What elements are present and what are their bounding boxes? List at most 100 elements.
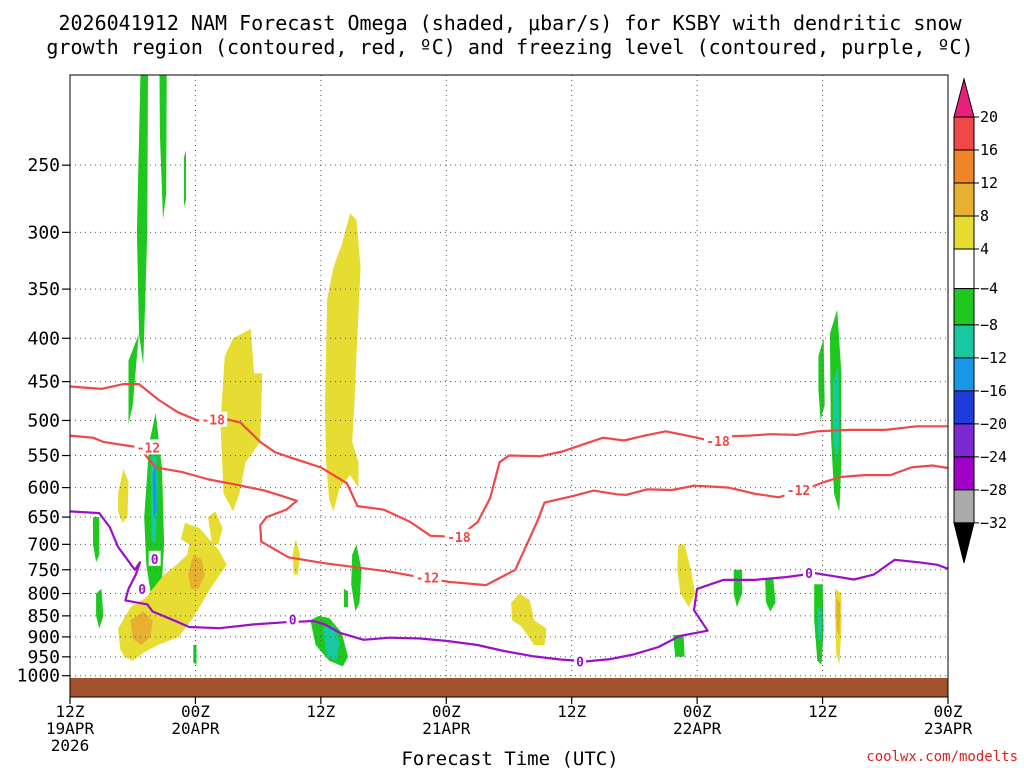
omega-patch [152,462,157,518]
colorbar-label: −8 [980,316,998,334]
y-axis-pressure: 2503003504004505005506006507007508008509… [17,155,70,687]
omega-patch [677,544,696,608]
x-tick-label: 12Z [557,702,586,721]
contour-label-bg [444,528,473,544]
omega-patch [325,213,361,512]
colorbar-label: −4 [980,280,998,298]
colorbar-swatch [953,248,975,290]
colorbar-swatch [953,149,975,184]
omega-patch [833,364,840,463]
x-axis-label: Forecast Time (UTC) [401,748,618,768]
y-tick-label: 250 [27,155,60,176]
y-tick-label: 850 [27,606,60,627]
contour-label: -12 [416,572,439,587]
omega-patch [511,593,547,645]
x-tick-label: 21APR [422,719,471,738]
contour-label-bg [136,580,149,596]
contour-label-bg [802,565,815,581]
contour-label: -18 [447,531,471,546]
colorbar-legend: 20 16 12 8 4 −4 −8 −12 −16 −20 −24 −28 −32 [953,77,1007,564]
colorbar-swatch [953,456,975,491]
contour-label-bg [574,653,587,669]
y-tick-label: 650 [27,507,60,528]
colorbar-swatch [953,324,975,359]
x-tick-label: 20APR [171,719,220,738]
omega-patch [322,624,340,661]
contour-label-bg [199,411,228,427]
credit-link[interactable]: coolwx.com/modelts [866,749,1018,765]
y-tick-label: 1000 [17,666,60,687]
omega-patch [130,611,153,645]
y-tick-label: 500 [27,410,60,431]
omega-patch [183,150,186,207]
omega-patch [96,588,104,629]
omega-patch [188,554,205,589]
y-tick-label: 450 [27,372,60,393]
omega-patch [208,511,223,545]
colorbar-label: 20 [980,108,998,126]
contour-label-bg [286,611,299,627]
omega-patch [193,645,197,665]
x-tick-label: 00Z [181,702,210,721]
y-tick-label: 350 [27,279,60,300]
colorbar-bottom-arrow [953,522,975,564]
contour-label-bg [413,569,442,585]
omega-patch [292,539,300,575]
contour-label-bg [134,439,163,455]
chart-title: 2026041912 NAM Forecast Omega (shaded, μ… [46,11,973,59]
contour-label: -18 [706,435,730,450]
plot-frame [69,74,949,698]
x-tick-label: 12Z [56,702,85,721]
colorbar-label: 12 [980,174,998,192]
ground-surface [70,678,948,697]
colorbar-label: −16 [980,382,1007,400]
chart-title-line2: growth region (contoured, red, ºC) and f… [46,35,973,59]
colorbar-label: −32 [980,514,1007,532]
plot-background [70,75,948,697]
colorbar-label: 8 [980,207,989,225]
contour-label-bg [784,482,813,498]
colorbar-label: 4 [980,240,989,258]
colorbar-swatch [953,357,975,392]
contour-label: 0 [138,583,146,598]
omega-patch [93,517,100,563]
x-tick-label: 19APR [46,719,95,738]
contour-label: 0 [576,655,584,670]
x-tick-label: 12Z [306,702,335,721]
omega-patch [128,309,142,425]
contour-label: 0 [805,567,813,582]
omega-patch [351,544,362,612]
y-tick-label: 700 [27,534,60,555]
contour-label: -18 [201,414,225,429]
omega-shading [93,75,842,667]
x-tick-label: 12Z [808,702,837,721]
contour-label: 0 [151,553,159,568]
colorbar-swatch [953,288,975,326]
omega-patch [836,598,841,637]
y-tick-label: 950 [27,647,60,668]
colorbar-label: −20 [980,415,1007,433]
y-tick-label: 750 [27,560,60,581]
y-tick-label: 900 [27,627,60,648]
omega-patch [765,579,776,612]
x-tick-label: 2026 [51,736,90,755]
colorbar-label: −24 [980,448,1007,466]
omega-patch [118,468,129,523]
omega-patch [343,588,348,608]
contour-label-bg [148,550,161,566]
colorbar-swatch [953,390,975,425]
omega-patch [818,338,825,421]
x-tick-label: 00Z [934,702,963,721]
contour-label-bg [704,433,733,449]
colorbar-label: 16 [980,141,998,159]
y-tick-label: 300 [27,222,60,243]
colorbar-swatch [953,489,975,524]
colorbar-swatch [953,182,975,217]
x-tick-label: 23APR [924,719,973,738]
contour-label: -12 [137,441,160,456]
chart-title-line1: 2026041912 NAM Forecast Omega (shaded, μ… [58,11,962,35]
